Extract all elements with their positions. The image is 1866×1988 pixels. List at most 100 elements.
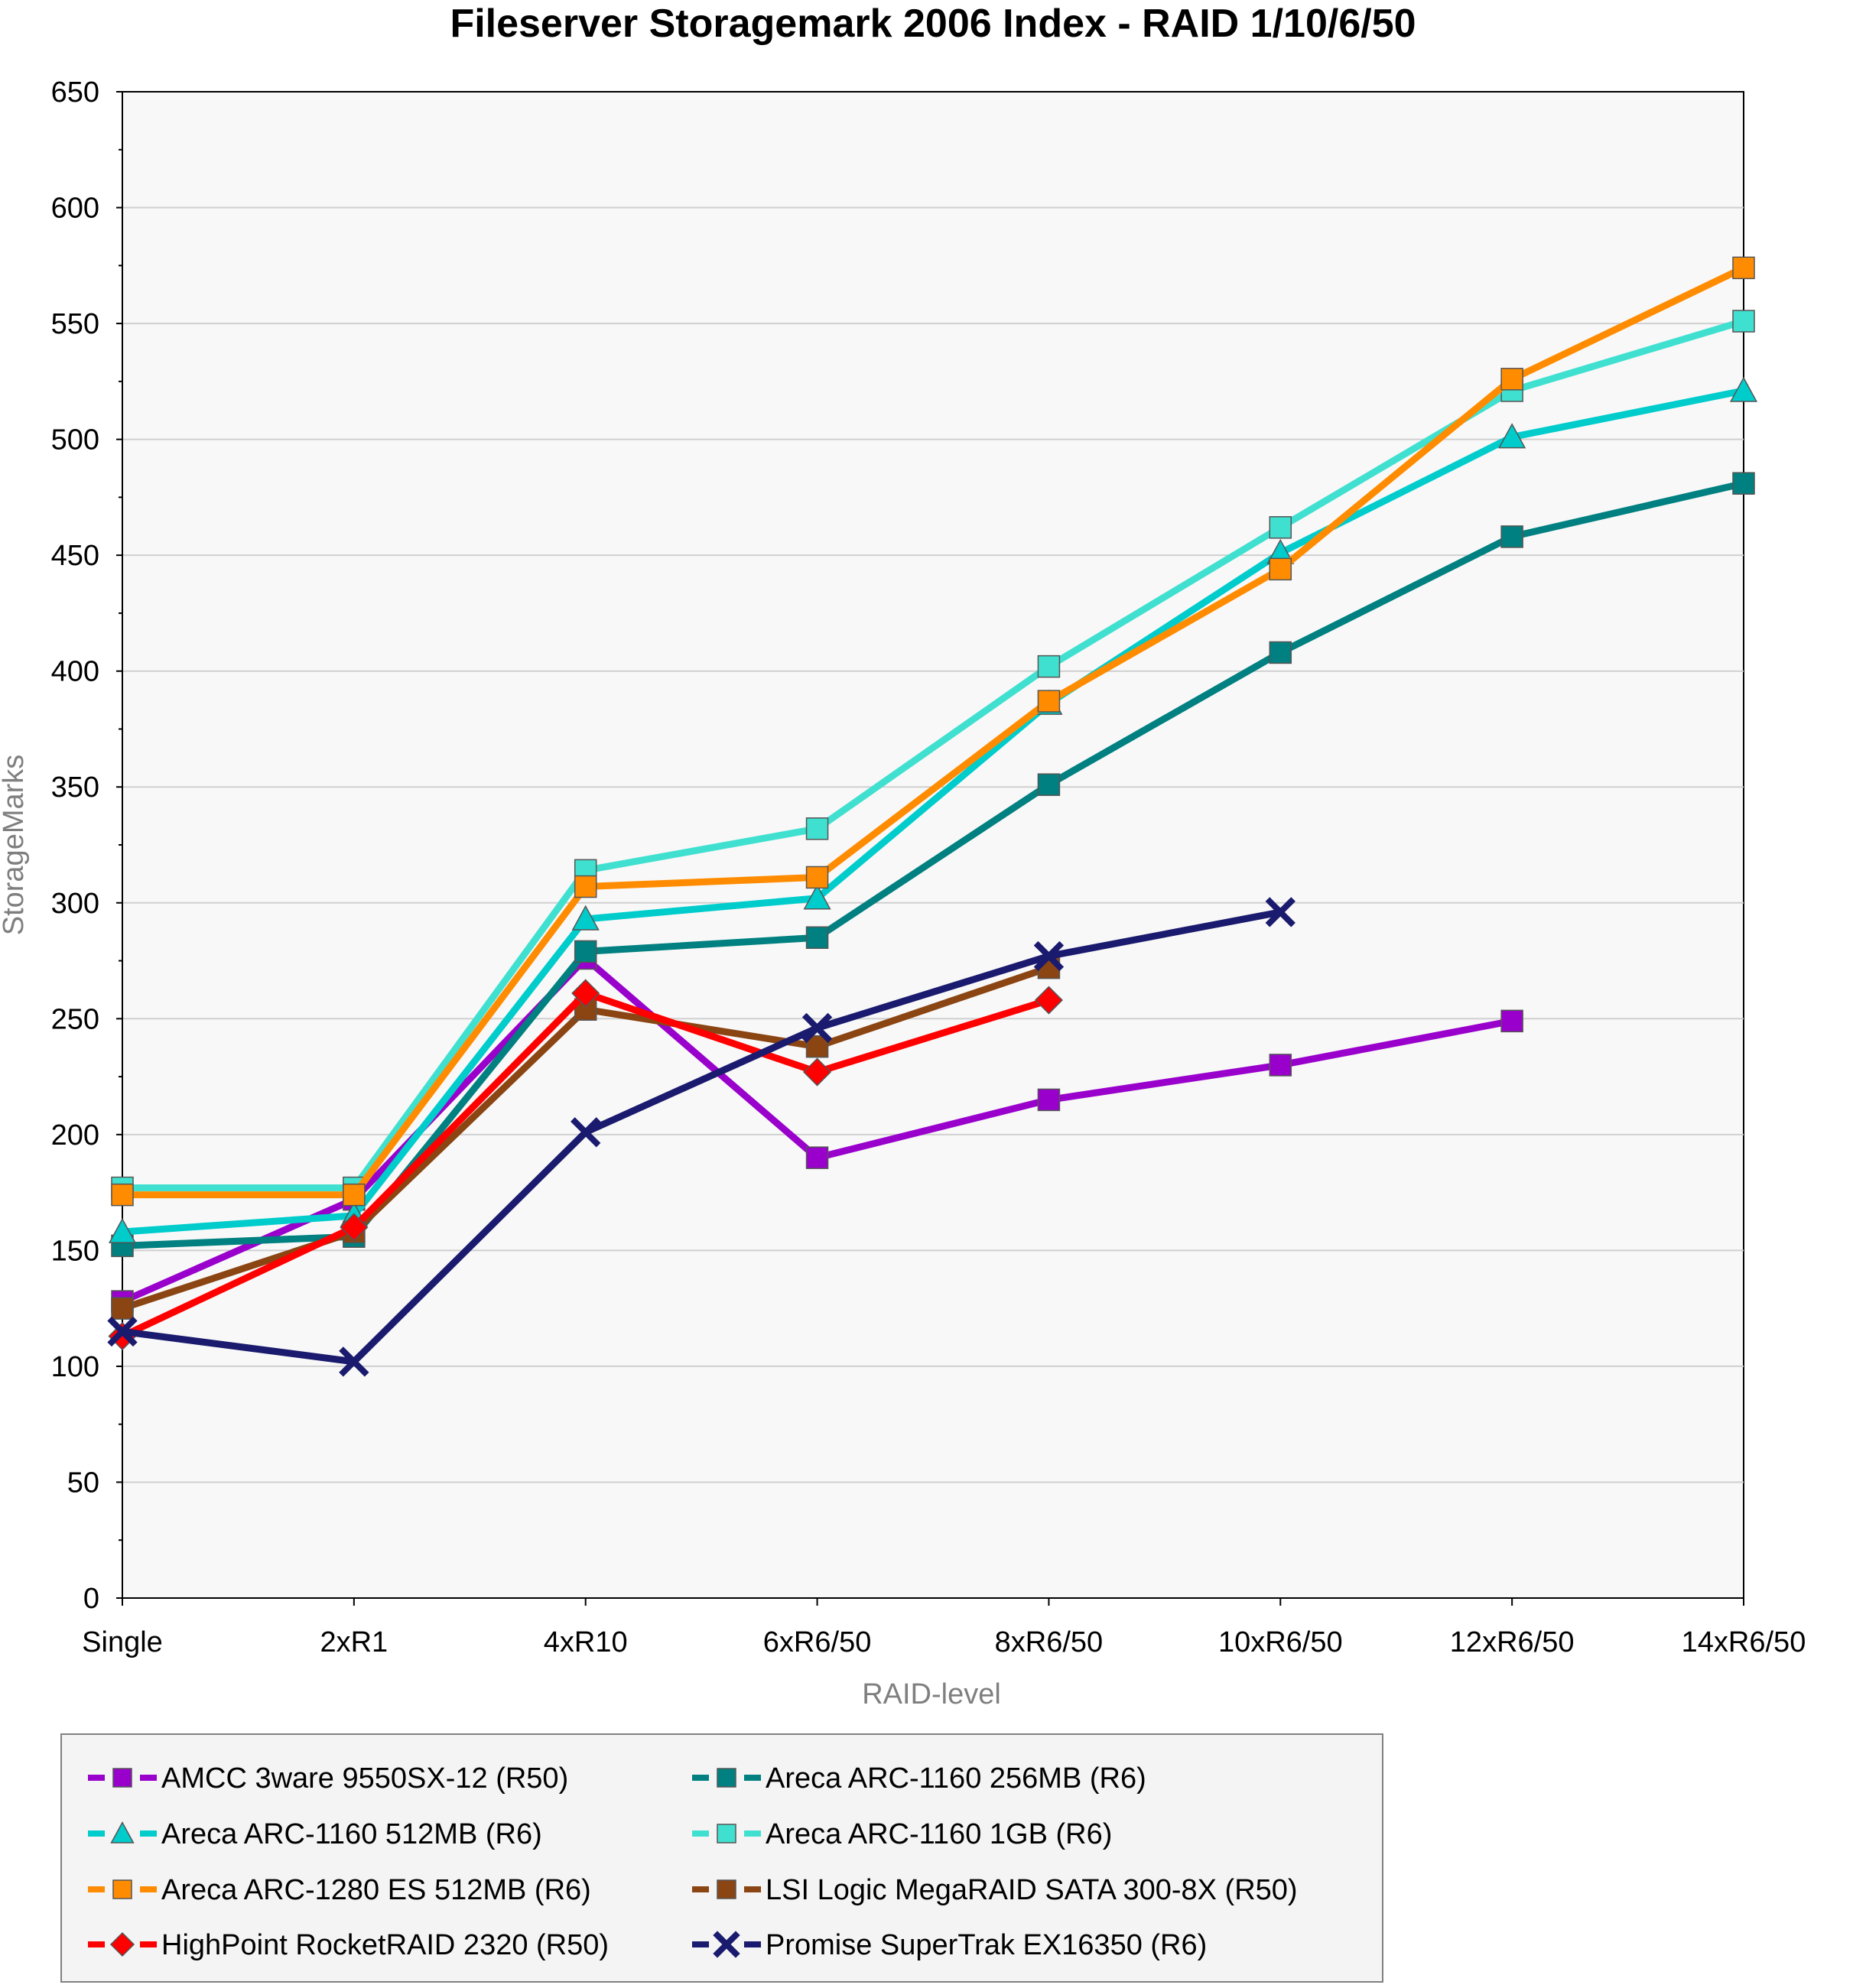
legend-label: Areca ARC-1160 512MB (R6): [161, 1818, 542, 1850]
legend-marker: [717, 1879, 736, 1899]
series-line: [122, 908, 1282, 1366]
data-point: [1269, 1054, 1292, 1077]
data-point: [111, 1183, 134, 1207]
legend-marker: [109, 1931, 135, 1957]
data-point: [1037, 655, 1061, 678]
series-6: [108, 979, 1063, 1351]
data-point: [339, 1346, 369, 1377]
data-point: [340, 1213, 369, 1242]
data-point: [1500, 368, 1523, 391]
series-line: [122, 387, 1744, 1236]
data-point: [1732, 256, 1755, 280]
data-point: [1269, 557, 1292, 581]
x-tick-label: 12xR6/50: [1450, 1626, 1575, 1658]
series-7: [107, 897, 1295, 1377]
legend-marker: [112, 1879, 132, 1899]
legend-item: Promise SuperTrak EX16350 (R6): [692, 1929, 1207, 1961]
data-point: [571, 1117, 601, 1148]
data-point: [1034, 986, 1063, 1015]
series-layer: [107, 256, 1758, 1377]
legend-marker: [110, 1821, 135, 1843]
legend-label: AMCC 3ware 9550SX-12 (R50): [161, 1762, 568, 1795]
data-point: [801, 1012, 833, 1044]
y-tick-label: 0: [83, 1583, 99, 1615]
data-point: [111, 1297, 134, 1320]
grid-lines: [122, 206, 1744, 1483]
legend-marker: [713, 1931, 740, 1958]
data-point: [1037, 773, 1061, 796]
data-point: [1500, 525, 1523, 548]
legend-label: HighPoint RocketRAID 2320 (R50): [161, 1929, 609, 1961]
data-point: [343, 1183, 366, 1207]
x-axis-ticks: Single 2xR1 4xR10 6xR6/50 8xR6/50 10xR6/50 12x…: [82, 1598, 1806, 1658]
legend-marker: [112, 1768, 132, 1788]
x-axis-label: RAID-level: [862, 1678, 1001, 1710]
legend-item: LSI Logic MegaRAID SATA 300-8X (R50): [692, 1874, 1298, 1906]
series-5: [111, 956, 1061, 1320]
y-axis-ticks: 0 50 100 150 200 250 300 350 400 450 500 550 600 650: [51, 76, 122, 1615]
data-point: [1732, 310, 1755, 333]
data-point: [1265, 897, 1295, 927]
x-tick-label: 2xR1: [320, 1626, 388, 1658]
data-point: [805, 1146, 829, 1169]
data-point: [1732, 472, 1755, 495]
data-point: [571, 979, 600, 1008]
legend-label: Areca ARC-1160 1GB (R6): [766, 1818, 1112, 1850]
data-point: [1729, 376, 1758, 402]
legend-label: Promise SuperTrak EX16350 (R6): [766, 1929, 1207, 1961]
series-4: [111, 256, 1755, 1207]
data-point: [805, 866, 829, 889]
data-point: [571, 905, 600, 931]
data-point: [1033, 940, 1065, 972]
data-point: [108, 1217, 137, 1243]
data-point: [574, 940, 597, 963]
legend-label: LSI Logic MegaRAID SATA 300-8X (R50): [766, 1874, 1298, 1906]
legend-label: Areca ARC-1280 ES 512MB (R6): [161, 1874, 591, 1906]
legend-marker: [717, 1768, 736, 1788]
legend-marker: [717, 1824, 736, 1843]
data-point: [803, 1057, 832, 1087]
legend-item: Areca ARC-1160 1GB (R6): [692, 1818, 1112, 1850]
y-axis-label: StorageMarks: [0, 755, 30, 936]
x-tick-label: 4xR10: [544, 1626, 628, 1658]
y-tick-label: 550: [51, 308, 99, 340]
y-tick-label: 600: [51, 193, 99, 225]
legend: AMCC 3ware 9550SX-12 (R50) Areca ARC-1160…: [88, 1762, 1298, 1961]
data-point: [1269, 516, 1292, 539]
legend-item: AMCC 3ware 9550SX-12 (R50): [88, 1762, 568, 1795]
data-point: [1037, 1088, 1061, 1112]
data-point: [1269, 641, 1292, 664]
legend-item: HighPoint RocketRAID 2320 (R50): [88, 1929, 609, 1961]
series-line: [122, 265, 1745, 1199]
y-tick-label: 250: [51, 1003, 99, 1035]
plot-area: [122, 91, 1744, 1599]
y-tick-label: 500: [51, 424, 99, 456]
data-point: [805, 817, 829, 840]
data-point: [1500, 1009, 1523, 1033]
y-tick-label: 200: [51, 1119, 99, 1152]
chart-title: Fileserver Storagemark 2006 Index - RAID…: [450, 2, 1416, 46]
y-tick-label: 150: [51, 1235, 99, 1267]
legend-item: Areca ARC-1160 256MB (R6): [692, 1762, 1146, 1795]
y-tick-label: 450: [51, 540, 99, 572]
data-point: [1037, 690, 1061, 713]
data-point: [1498, 423, 1526, 449]
legend-item: Areca ARC-1160 512MB (R6): [88, 1818, 542, 1850]
x-tick-label: 10xR6/50: [1218, 1626, 1343, 1658]
legend-label: Areca ARC-1160 256MB (R6): [766, 1762, 1146, 1795]
x-tick-label: 14xR6/50: [1682, 1626, 1806, 1658]
y-tick-label: 50: [67, 1467, 99, 1499]
y-tick-label: 300: [51, 888, 99, 920]
x-tick-label: Single: [82, 1626, 163, 1658]
legend-item: Areca ARC-1280 ES 512MB (R6): [88, 1874, 591, 1906]
data-point: [574, 875, 597, 898]
x-tick-label: 8xR6/50: [995, 1626, 1104, 1658]
y-tick-label: 100: [51, 1351, 99, 1383]
data-point: [803, 884, 831, 910]
data-point: [805, 926, 829, 949]
x-tick-label: 6xR6/50: [763, 1626, 872, 1658]
y-tick-label: 350: [51, 771, 99, 804]
y-tick-label: 400: [51, 656, 99, 688]
data-point: [107, 1316, 138, 1347]
